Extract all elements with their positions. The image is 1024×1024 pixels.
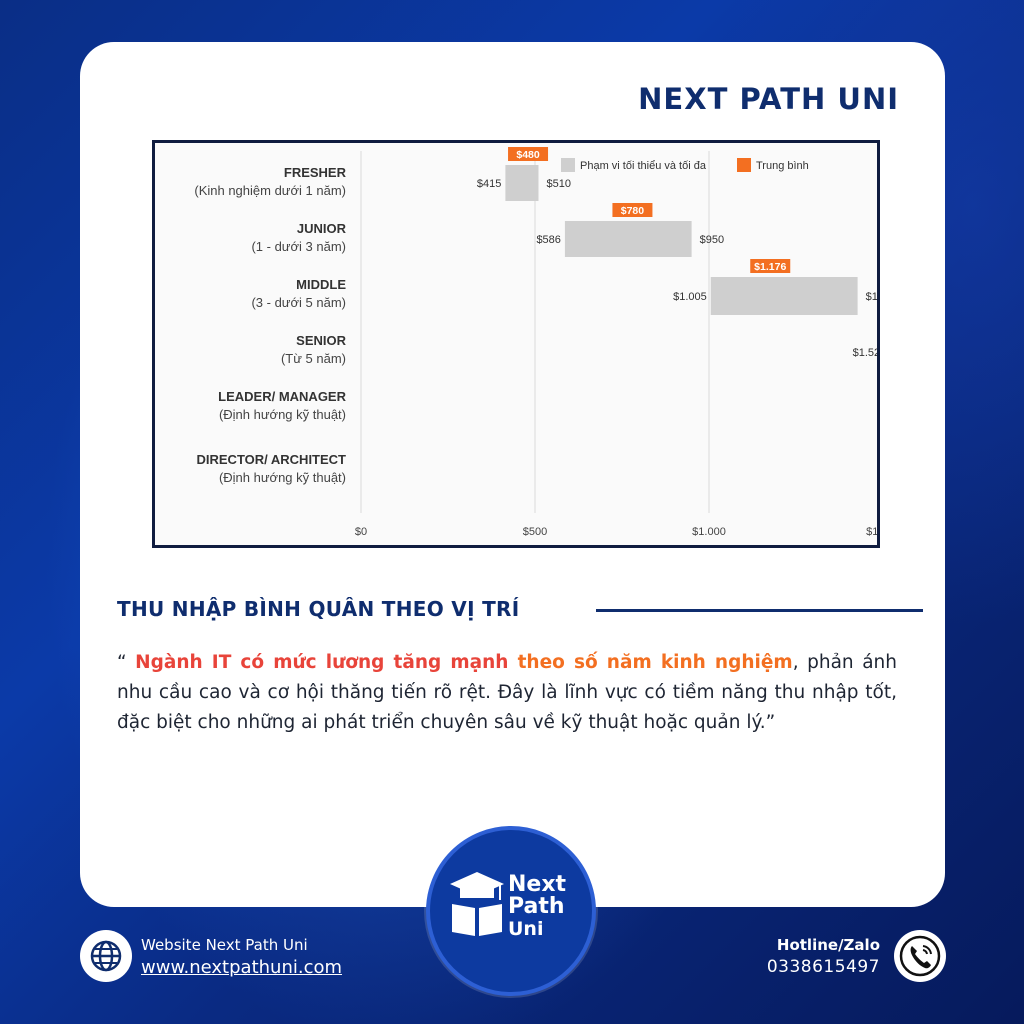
x-tick-label: $1.000	[692, 526, 726, 538]
logo-line-3: Uni	[508, 918, 544, 940]
legend-avg-label: Trung bình	[756, 160, 809, 172]
hotline-label: Hotline/Zalo	[776, 936, 880, 954]
avg-label: $1.176	[754, 261, 786, 273]
min-label: $1.521	[853, 347, 877, 359]
avg-badge	[508, 147, 549, 161]
logo-text: Next Path Uni	[508, 872, 567, 941]
website-label: Website Next Path Uni	[141, 936, 308, 954]
category-title: LEADER/ MANAGER	[218, 389, 346, 404]
category-subtitle: (Định hướng kỹ thuật)	[219, 470, 346, 485]
section-title: THU NHẬP BÌNH QUÂN THEO VỊ TRÍ	[117, 597, 520, 621]
quote-rest: , phản ánh nhu cầu cao và cơ hội thăng t…	[117, 652, 897, 733]
category-title: JUNIOR	[297, 221, 347, 236]
category-title: MIDDLE	[296, 277, 346, 292]
avg-label: $780	[621, 205, 645, 217]
x-tick-label: $1.500	[866, 526, 877, 538]
legend-avg-swatch	[737, 158, 751, 172]
avg-label: $480	[516, 149, 540, 161]
category-subtitle: (Từ 5 năm)	[281, 351, 346, 366]
max-label: $1.427	[866, 291, 877, 303]
footer-hotline[interactable]: Hotline/Zalo 0338615497	[686, 930, 946, 986]
section-divider	[596, 609, 923, 612]
salary-chart-svg: $0$500$1.000$1.500$2.000$2.500Phạm vi tố…	[194, 147, 877, 538]
x-tick-label: $500	[523, 526, 547, 538]
max-label: $510	[546, 178, 570, 190]
brand-title: NEXT PATH UNI	[638, 82, 899, 116]
quote-highlight-red: Ngành IT có mức lương tăng mạnh	[135, 652, 509, 673]
logo-line-1: Next	[508, 872, 567, 897]
hotline-number[interactable]: 0338615497	[766, 957, 880, 977]
min-label: $586	[536, 234, 560, 246]
content-card: NEXT PATH UNI $0$500$1.000$1.500$2.000$2…	[80, 42, 945, 907]
globe-icon	[80, 930, 132, 982]
website-link[interactable]: www.nextpathuni.com	[141, 957, 343, 978]
quote-text: “ Ngành IT có mức lương tăng mạnh theo s…	[117, 648, 897, 738]
salary-chart: $0$500$1.000$1.500$2.000$2.500Phạm vi tố…	[152, 140, 880, 548]
quote-highlight-orange: theo số năm kinh nghiệm	[508, 652, 793, 673]
phone-icon	[894, 930, 946, 982]
category-title: SENIOR	[296, 333, 346, 348]
category-title: DIRECTOR/ ARCHITECT	[197, 452, 347, 467]
brand-logo: Next Path Uni	[426, 826, 596, 996]
category-subtitle: (3 - dưới 5 năm)	[251, 295, 346, 310]
category-title: FRESHER	[284, 165, 347, 180]
max-label: $950	[700, 234, 724, 246]
category-subtitle: (1 - dưới 3 năm)	[251, 239, 346, 254]
category-subtitle: (Kinh nghiệm dưới 1 năm)	[194, 183, 346, 198]
category-subtitle: (Định hướng kỹ thuật)	[219, 407, 346, 422]
range-bar	[710, 277, 858, 315]
x-tick-label: $0	[355, 526, 367, 538]
legend-range-swatch	[561, 158, 575, 172]
avg-badge	[612, 203, 653, 217]
range-bar	[564, 221, 692, 257]
min-label: $415	[477, 178, 501, 190]
graduation-book-icon	[450, 872, 504, 936]
min-label: $1.005	[673, 291, 707, 303]
range-bar	[505, 165, 539, 201]
logo-line-2: Path	[508, 894, 565, 919]
legend-range-label: Phạm vi tối thiểu và tối đa	[580, 160, 707, 172]
quote-open: “	[117, 652, 136, 673]
avg-badge	[750, 259, 791, 273]
